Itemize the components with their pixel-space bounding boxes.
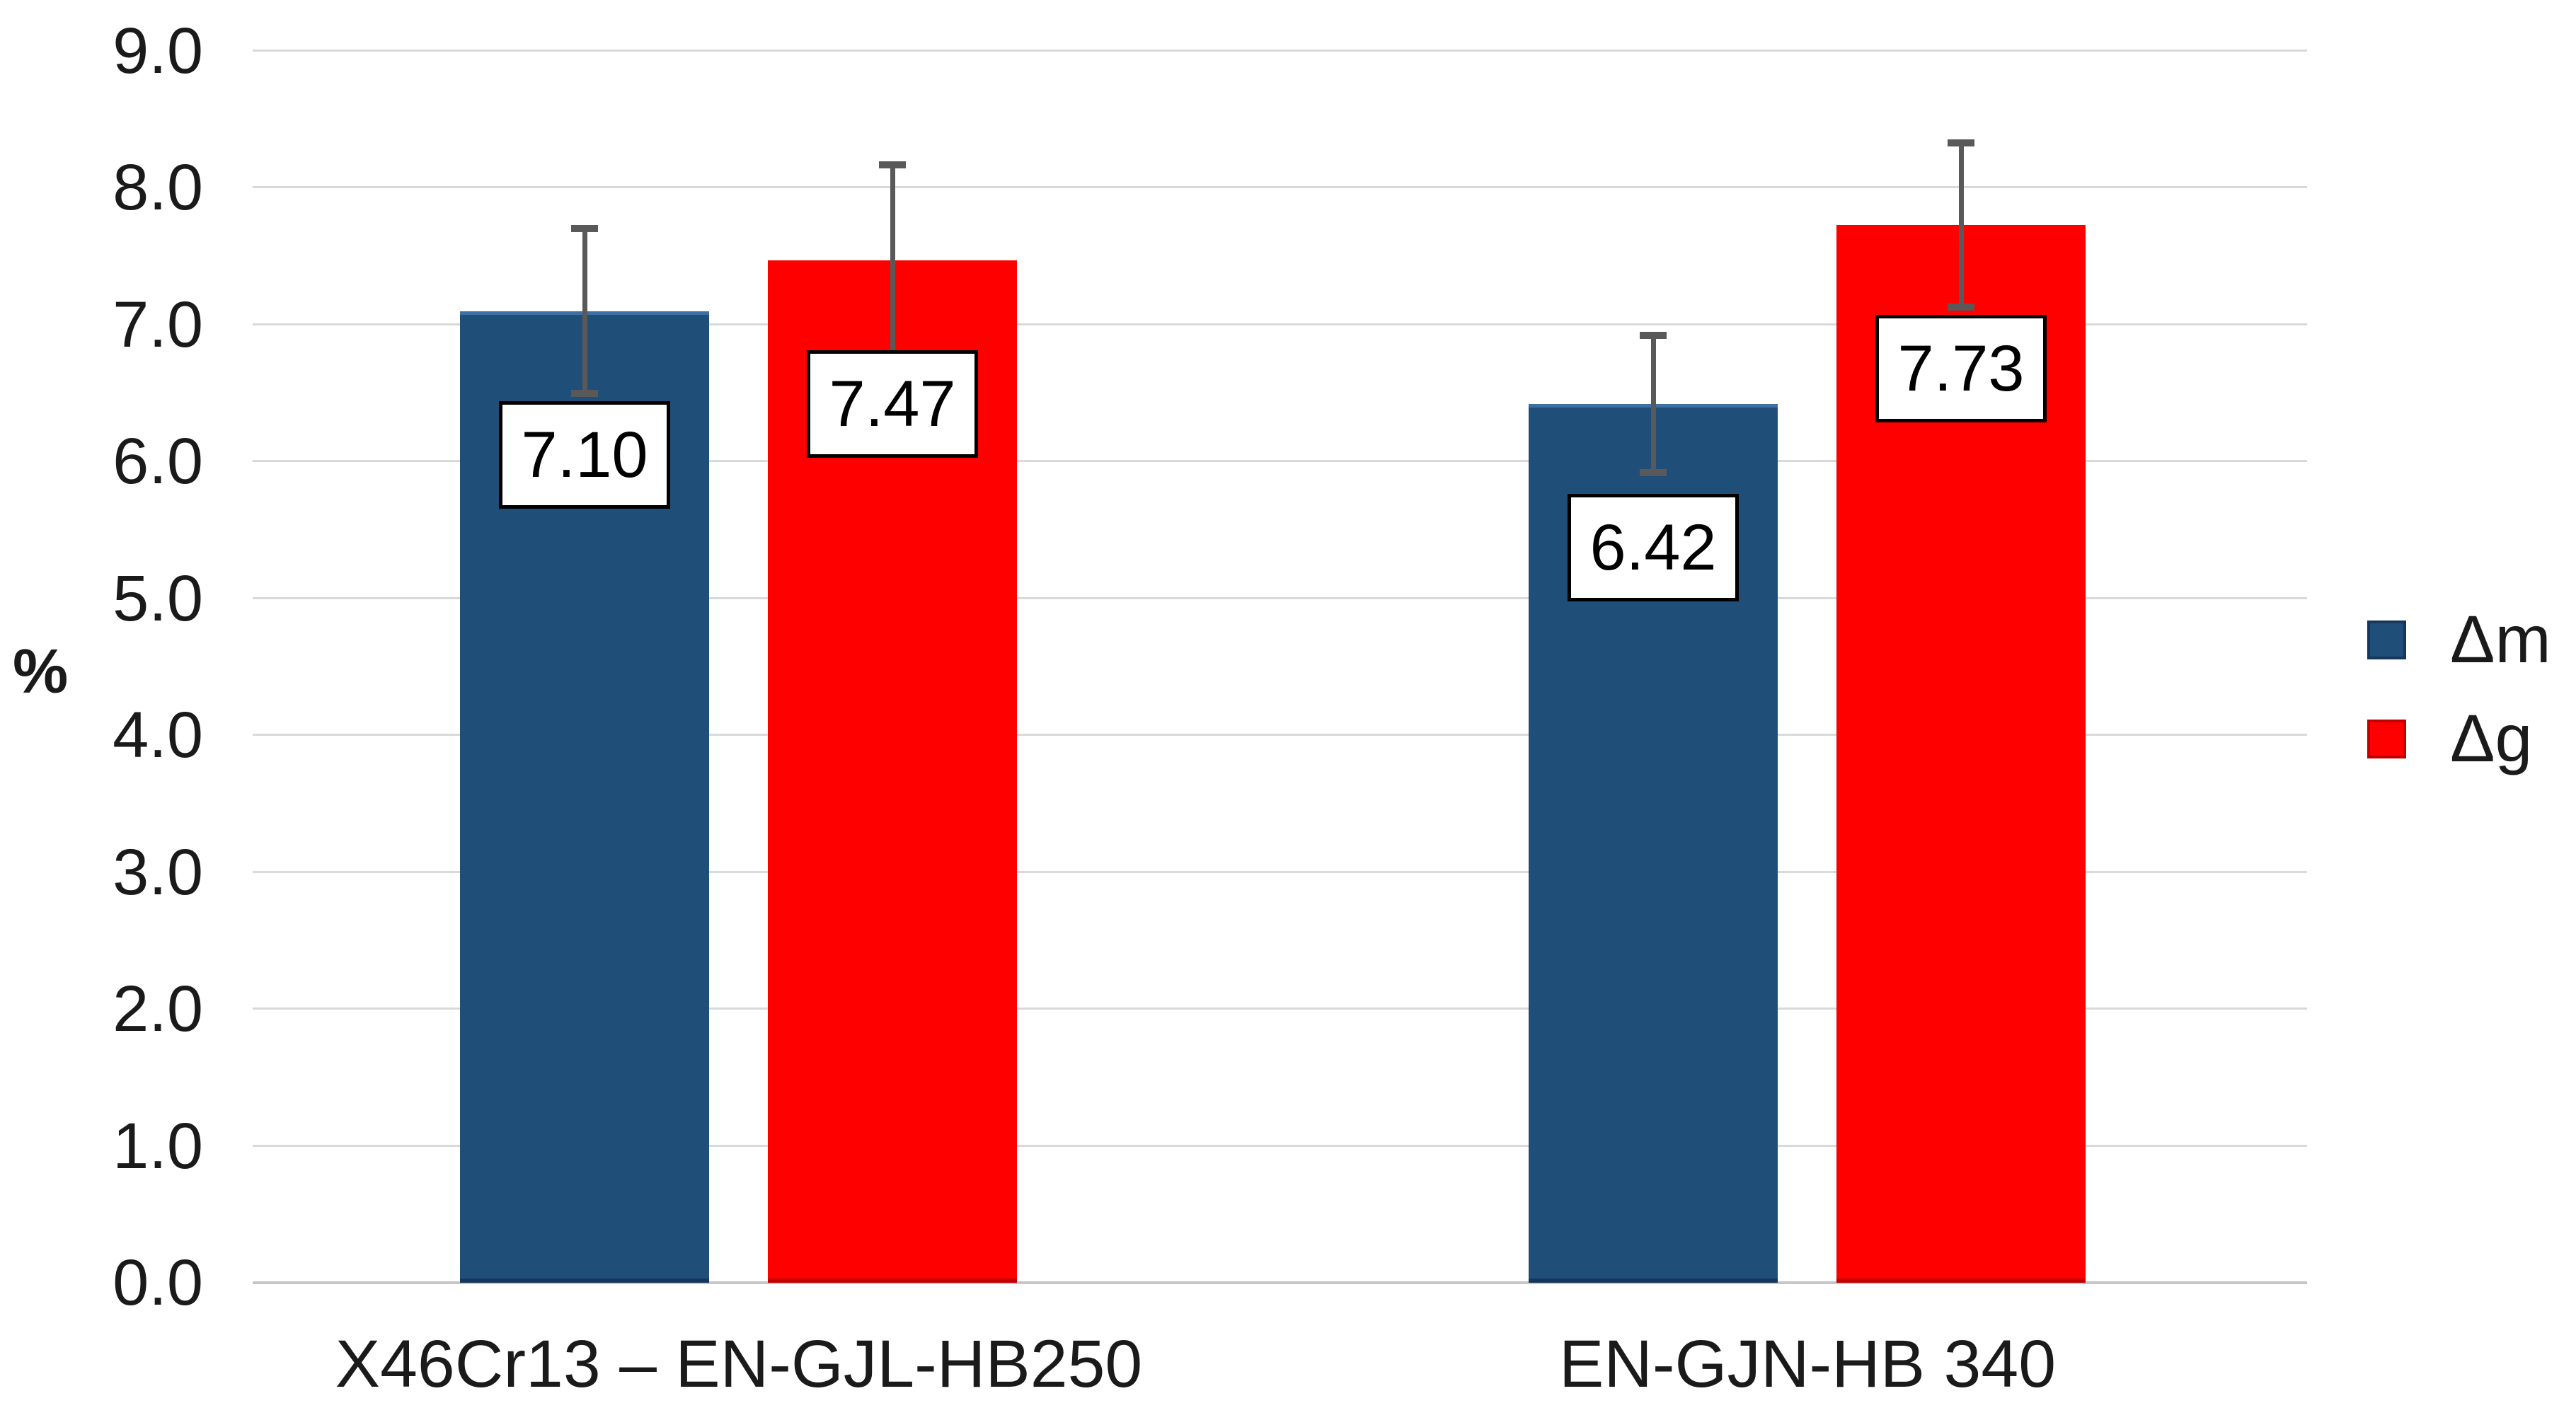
category-label: EN-GJN-HB 340	[1558, 1327, 2057, 1402]
error-bar-cap-bottom	[1640, 469, 1667, 476]
gridline	[253, 50, 2307, 52]
gridline	[253, 734, 2307, 736]
y-tick-label: 3.0	[113, 836, 203, 908]
gridline	[253, 460, 2307, 462]
error-bar-cap-top	[1948, 139, 1974, 146]
gridline	[253, 1008, 2307, 1010]
data-label: 6.42	[1568, 494, 1739, 601]
error-bar-cap-bottom	[571, 390, 598, 397]
y-tick-label: 6.0	[113, 425, 203, 497]
y-tick-label: 0.0	[113, 1247, 203, 1319]
legend-swatch-dg	[2367, 719, 2406, 758]
error-bar-cap-top	[571, 225, 598, 232]
y-tick-label: 9.0	[113, 15, 203, 87]
gridline	[253, 186, 2307, 188]
y-tick-label: 4.0	[113, 699, 203, 771]
y-tick-label: 5.0	[113, 562, 203, 635]
category-label: X46Cr13 – EN-GJL-HB250	[335, 1327, 1143, 1402]
y-tick-label: 1.0	[113, 1110, 203, 1182]
data-label: 7.73	[1875, 315, 2047, 422]
gridline	[253, 1281, 2307, 1284]
gridline	[253, 1145, 2307, 1147]
legend-entry-dg: Δg	[2367, 705, 2551, 773]
error-bar-cap-bottom	[1948, 304, 1974, 311]
gridline	[253, 597, 2307, 599]
legend-swatch-dm	[2367, 620, 2406, 659]
error-bar-stem	[582, 229, 587, 393]
error-bar-cap-top	[879, 161, 906, 168]
error-bar-stem	[1651, 335, 1656, 472]
gridline	[253, 871, 2307, 873]
data-label: 7.47	[807, 350, 978, 458]
error-bar-stem	[890, 165, 895, 357]
y-tick-label: 7.0	[113, 289, 203, 361]
y-tick-label: 8.0	[113, 151, 203, 224]
legend-label-dm: Δm	[2450, 602, 2551, 677]
y-tick-label: 2.0	[113, 973, 203, 1045]
error-bar-cap-top	[1640, 332, 1667, 339]
gridline	[253, 323, 2307, 325]
error-bar-stem	[1959, 143, 1964, 307]
legend-entry-dm: Δm	[2367, 606, 2551, 674]
y-axis-label: %	[13, 636, 69, 706]
legend: Δm Δg	[2367, 606, 2551, 773]
legend-label-dg: Δg	[2450, 701, 2533, 776]
data-label: 7.10	[499, 401, 670, 509]
